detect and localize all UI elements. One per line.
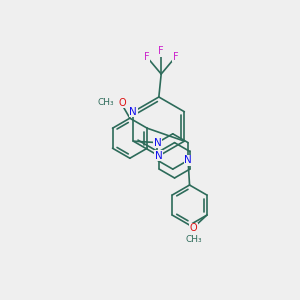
Text: N: N	[184, 155, 192, 165]
Text: CH₃: CH₃	[98, 98, 114, 107]
Text: F: F	[173, 52, 178, 62]
Text: F: F	[158, 46, 164, 56]
Text: O: O	[119, 98, 126, 108]
Text: N: N	[130, 107, 137, 117]
Text: CH₃: CH₃	[185, 235, 202, 244]
Text: N: N	[154, 138, 161, 148]
Text: N: N	[155, 151, 163, 161]
Text: O: O	[190, 223, 197, 233]
Text: F: F	[144, 52, 149, 62]
